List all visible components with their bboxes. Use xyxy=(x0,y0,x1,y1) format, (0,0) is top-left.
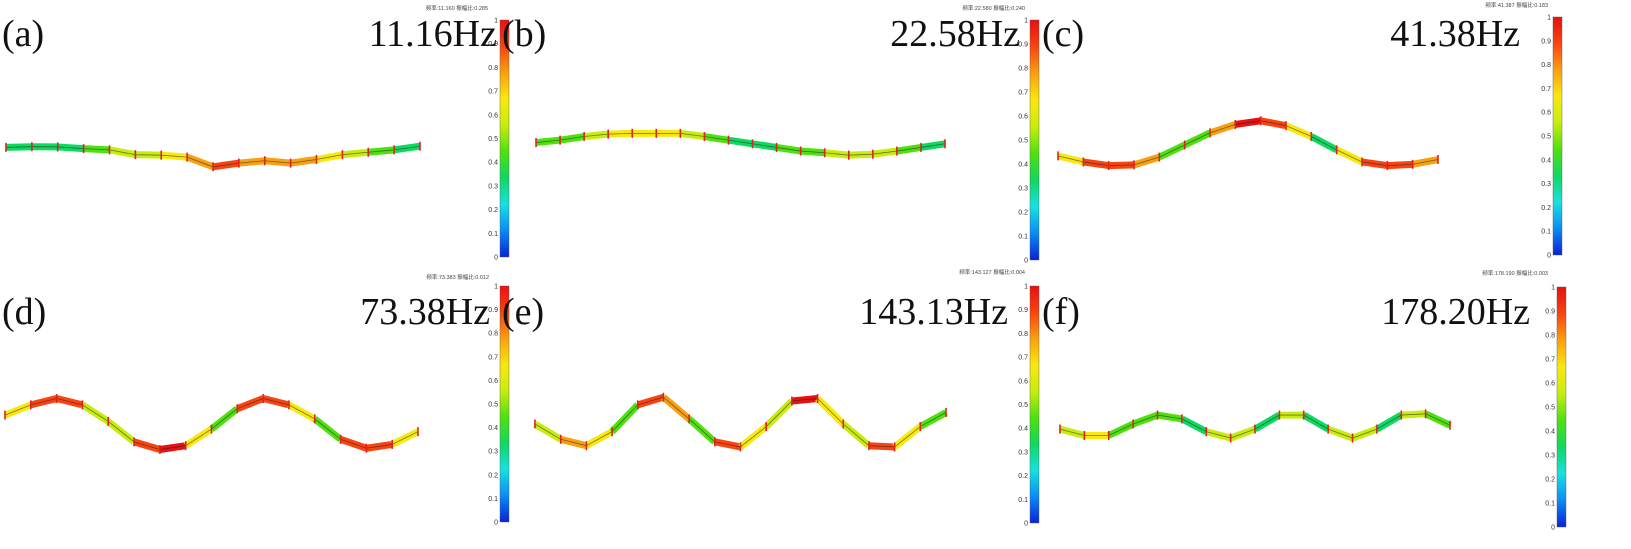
panel-label: (f) xyxy=(1042,291,1080,333)
colorbar-tick-label: 0.7 xyxy=(488,89,498,96)
colorbar-tick-label: 0.5 xyxy=(488,136,498,143)
colorbar-tick-label: 0.4 xyxy=(1545,429,1555,436)
colorbar-tick-label: 0.3 xyxy=(1018,449,1028,456)
frequency-label: 143.13Hz xyxy=(859,291,1008,333)
colorbar-tick-label: 0.4 xyxy=(1018,162,1028,169)
colorbar-tick-label: 0.6 xyxy=(1018,114,1028,121)
colorbar-tick-label: 0.3 xyxy=(488,449,498,456)
colorbar-tick-label: 1 xyxy=(1024,284,1028,291)
colorbar-tick-label: 0.4 xyxy=(1018,426,1028,433)
colorbar-tick-label: 0.2 xyxy=(1541,205,1551,212)
colorbar-tick-label: 0 xyxy=(1551,525,1555,532)
colorbar-tick-label: 0.1 xyxy=(1018,234,1028,241)
colorbar-tick-label: 1 xyxy=(1024,18,1028,25)
panel-d: (d) 73.38Hz 频率:73.383 振幅比:0.012 0 0.1 0.2 0.3 0… xyxy=(2,273,510,527)
result-header: 频率:11.160 振幅比:0.285 xyxy=(426,4,488,12)
colorbar-tick-label: 0 xyxy=(1024,521,1028,528)
frequency-label: 22.58Hz xyxy=(890,13,1020,55)
colorbar-tick-label: 0.6 xyxy=(488,378,498,385)
colorbar-tick-label: 1 xyxy=(494,284,498,291)
colorbar-tick-label: 0.4 xyxy=(1541,157,1551,164)
colorbar xyxy=(1556,286,1567,528)
colorbar-tick-label: 0.5 xyxy=(488,402,498,409)
colorbar-tick-label: 0.1 xyxy=(1545,501,1555,508)
colorbar-tick-label: 0.2 xyxy=(488,472,498,479)
panel-label: (e) xyxy=(502,291,544,333)
colorbar-tick-label: 0.9 xyxy=(1018,307,1028,314)
frequency-label: 178.20Hz xyxy=(1381,291,1530,333)
colorbar-tick-label: 0.8 xyxy=(1545,333,1555,340)
colorbar-tick-label: 0.3 xyxy=(1541,181,1551,188)
colorbar-tick-label: 0.9 xyxy=(1545,309,1555,316)
colorbar-tick-label: 0.3 xyxy=(1545,453,1555,460)
colorbar-tick-label: 0.8 xyxy=(488,65,498,72)
colorbar-tick-label: 0.6 xyxy=(1541,110,1551,117)
colorbar-tick-label: 0.5 xyxy=(1541,134,1551,141)
colorbar-tick-label: 0.8 xyxy=(1018,331,1028,338)
colorbar-tick-label: 0.6 xyxy=(488,112,498,119)
colorbar-tick-label: 0.6 xyxy=(1018,378,1028,385)
colorbar-tick-label: 0.3 xyxy=(1018,186,1028,193)
colorbar-tick-label: 0 xyxy=(494,520,498,527)
colorbar-tick-label: 0 xyxy=(1024,258,1028,265)
colorbar-tick-label: 0.9 xyxy=(488,307,498,314)
colorbar xyxy=(499,285,510,523)
colorbar-tick-label: 0.9 xyxy=(1018,42,1028,49)
colorbar xyxy=(499,19,510,258)
colorbar-tick-label: 0.6 xyxy=(1545,381,1555,388)
colorbar-tick-label: 1 xyxy=(1551,285,1555,292)
panel-e: (e) 143.13Hz 频率:143.127 振幅比:0.004 0 0.1 0.2 0.… xyxy=(502,268,1040,528)
frequency-label: 41.38Hz xyxy=(1390,13,1520,55)
result-header: 频率:73.383 振幅比:0.012 xyxy=(426,273,489,281)
beam-centerline xyxy=(1057,120,1439,166)
colorbar-tick-label: 0.4 xyxy=(488,160,498,167)
colorbar-tick-label: 0.9 xyxy=(488,41,498,48)
colorbar-tick-label: 0.9 xyxy=(1541,38,1551,45)
colorbar-tick-label: 0.1 xyxy=(1541,229,1551,236)
colorbar-tick-label: 0.2 xyxy=(488,207,498,214)
beam-centerline xyxy=(535,132,946,156)
colorbar-tick-label: 0.2 xyxy=(1545,477,1555,484)
result-header: 频率:143.127 振幅比:0.004 xyxy=(959,268,1025,276)
colorbar-tick-label: 0.7 xyxy=(1018,90,1028,97)
colorbar xyxy=(1029,19,1040,261)
colorbar xyxy=(1029,285,1040,524)
colorbar-tick-label: 0 xyxy=(1547,253,1551,260)
colorbar-tick-label: 0.1 xyxy=(1018,497,1028,504)
colorbar-tick-label: 0.3 xyxy=(488,183,498,190)
colorbar-tick-label: 0.5 xyxy=(1018,402,1028,409)
colorbar-tick-label: 0.5 xyxy=(1018,138,1028,145)
panel-label: (a) xyxy=(2,13,44,55)
colorbar-tick-label: 1 xyxy=(1547,15,1551,22)
colorbar-tick-label: 1 xyxy=(494,18,498,25)
result-header: 频率:178.190 振幅比:0.003 xyxy=(1482,269,1548,277)
frequency-label: 11.16Hz xyxy=(369,13,497,55)
colorbar-tick-label: 0.7 xyxy=(488,354,498,361)
colorbar-tick-label: 0.5 xyxy=(1545,405,1555,412)
colorbar-tick-label: 0.7 xyxy=(1545,357,1555,364)
colorbar-tick-label: 0.1 xyxy=(488,231,498,238)
colorbar-tick-label: 0.1 xyxy=(488,496,498,503)
colorbar-tick-label: 0 xyxy=(494,255,498,262)
panel-c: (c) 41.38Hz 频率:41.387 振幅比:0.183 0 0.1 0.2 0.3 0… xyxy=(1042,1,1563,260)
frequency-label: 73.38Hz xyxy=(360,291,490,333)
colorbar-tick-label: 0.7 xyxy=(1541,86,1551,93)
result-header: 频率:41.387 振幅比:0.183 xyxy=(1485,1,1548,9)
colorbar-tick-label: 0.2 xyxy=(1018,210,1028,217)
panel-label: (d) xyxy=(2,291,46,333)
colorbar xyxy=(1552,16,1563,256)
colorbar-tick-label: 0.8 xyxy=(1541,62,1551,69)
panel-label: (c) xyxy=(1042,13,1084,55)
panel-label: (b) xyxy=(502,13,546,55)
colorbar-tick-label: 0.4 xyxy=(488,425,498,432)
colorbar-tick-label: 0.8 xyxy=(1018,66,1028,73)
result-header: 频率:22.580 振幅比:0.240 xyxy=(962,4,1025,12)
colorbar-tick-label: 0.2 xyxy=(1018,473,1028,480)
panel-f: (f) 178.20Hz 频率:178.190 振幅比:0.003 0 0.1 0.2 0.… xyxy=(1042,269,1567,532)
colorbar-tick-label: 0.8 xyxy=(488,331,498,338)
colorbar-tick-label: 0.7 xyxy=(1018,355,1028,362)
